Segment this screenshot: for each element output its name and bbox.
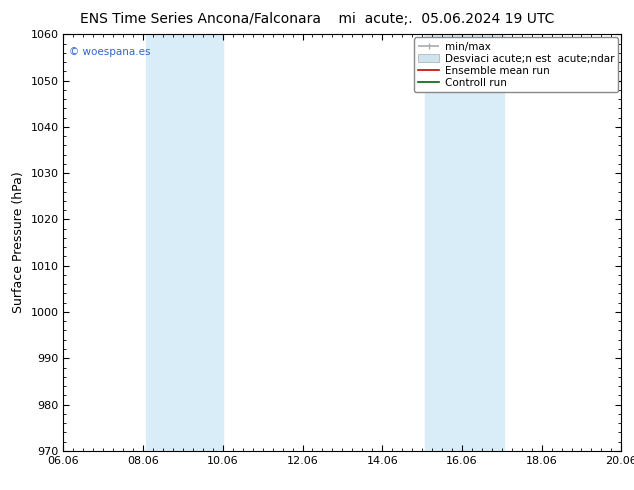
Bar [425, 34, 505, 451]
Y-axis label: Surface Pressure (hPa): Surface Pressure (hPa) [12, 172, 25, 314]
Legend: min/max, Desviaci acute;n est  acute;ndar, Ensemble mean run, Controll run: min/max, Desviaci acute;n est acute;ndar… [415, 37, 618, 92]
Text: ENS Time Series Ancona/Falconara    mi  acute;.  05.06.2024 19 UTC: ENS Time Series Ancona/Falconara mi acut… [80, 12, 554, 26]
Bar [146, 34, 223, 451]
Text: © woespana.es: © woespana.es [69, 47, 150, 57]
